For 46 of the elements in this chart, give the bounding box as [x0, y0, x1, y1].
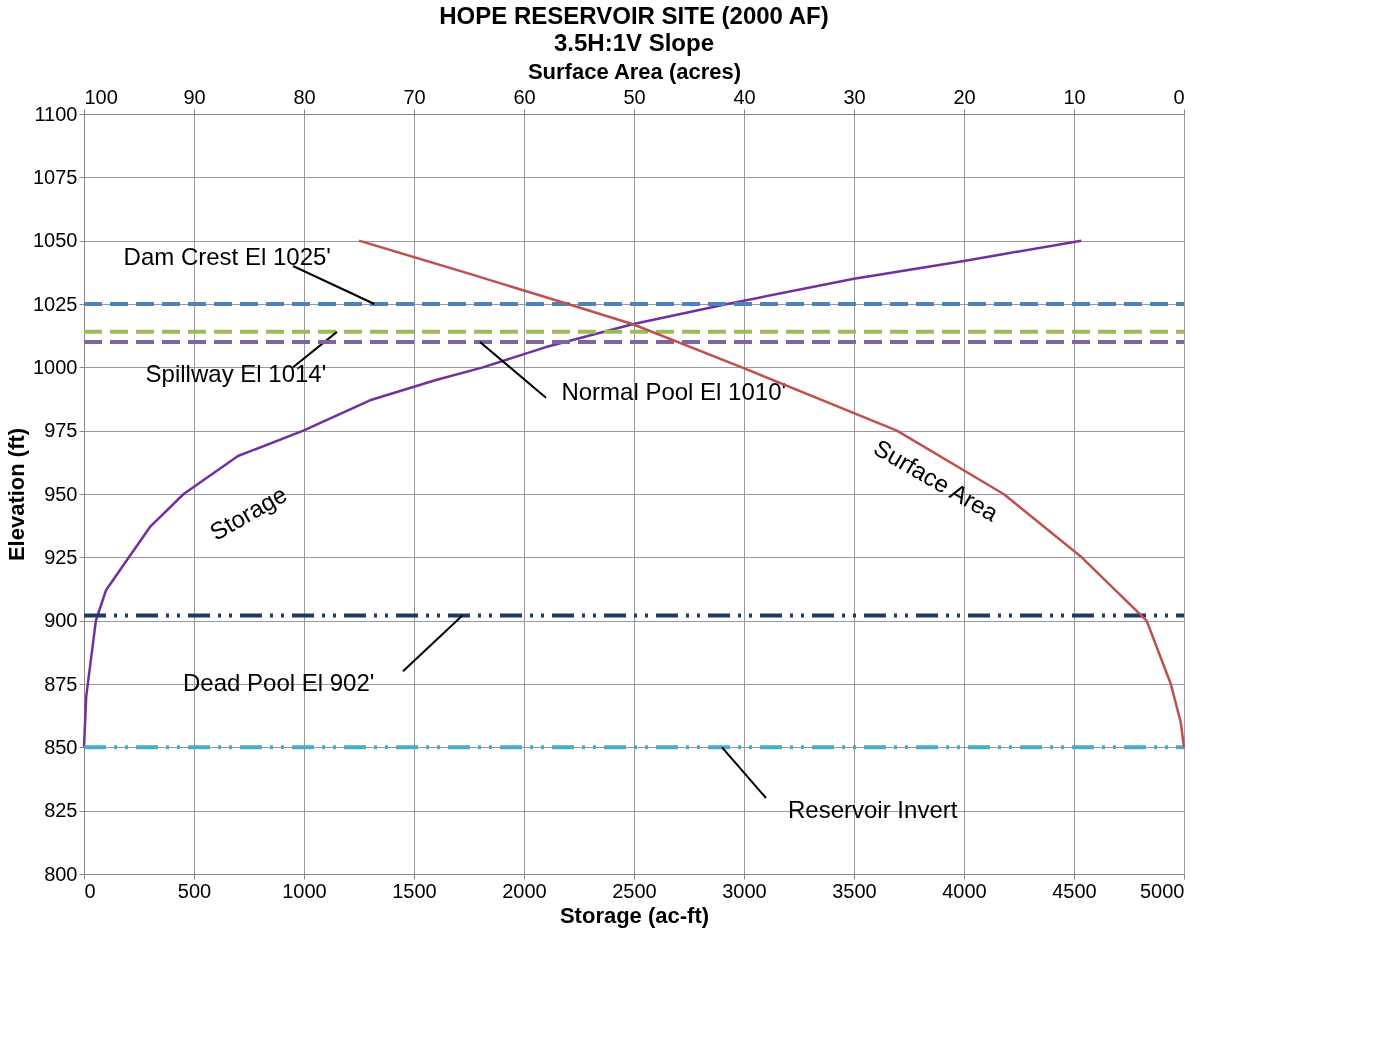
x-tick-label: 3000	[722, 879, 767, 902]
y-tick-label: 975	[44, 419, 78, 442]
x-tick-label: 3500	[832, 879, 877, 902]
chart-subtitle: 3.5H:1V Slope	[553, 29, 715, 56]
y-tick-label: 950	[44, 482, 78, 505]
y-tick-label: 1100	[34, 102, 78, 125]
x-tick-label: 2500	[612, 879, 657, 902]
x2-tick-label: 10	[1063, 85, 1086, 108]
ref-line-label: Dead Pool El 902'	[183, 669, 375, 696]
ref-line-label: Dam Crest El 1025'	[123, 243, 331, 271]
x-tick-label: 1000	[282, 879, 327, 902]
ref-line-label: Reservoir Invert	[788, 795, 958, 823]
x-axis-title: Storage (ac-ft)	[559, 902, 710, 928]
ref-line-label: Spillway El 1014'	[145, 359, 327, 387]
x-tick-label: 4000	[942, 879, 987, 902]
x-tick-label: 1500	[392, 879, 437, 902]
y-tick-label: 850	[44, 735, 78, 758]
x2-tick-label: 70	[403, 85, 426, 108]
x2-tick-label: 20	[953, 85, 976, 108]
x2-tick-label: 40	[733, 85, 756, 108]
x-tick-label: 5000	[1140, 879, 1185, 902]
y-tick-label: 1000	[33, 355, 78, 378]
x2-axis-title: Surface Area (acres)	[527, 58, 742, 84]
y-tick-label: 900	[44, 609, 78, 632]
y-axis-title: Elevation (ft)	[4, 427, 30, 562]
y-tick-label: 875	[44, 672, 78, 695]
y-tick-label: 925	[44, 545, 78, 568]
ref-line-label: Normal Pool El 1010'	[561, 377, 787, 405]
y-tick-label: 825	[44, 799, 78, 822]
x-tick-label: 2000	[502, 879, 547, 902]
x2-tick-label: 50	[623, 85, 646, 108]
x2-tick-label: 30	[843, 85, 866, 108]
y-tick-label: 800	[44, 862, 78, 885]
x2-tick-label: 90	[183, 85, 206, 108]
y-tick-label: 1050	[33, 229, 78, 252]
y-tick-label: 1075	[33, 165, 78, 188]
x-tick-label: 500	[177, 879, 212, 902]
x-tick-label: 4500	[1052, 879, 1097, 902]
y-tick-label: 1025	[33, 292, 78, 315]
chart-title: HOPE RESERVOIR SITE (2000 AF)	[439, 2, 829, 29]
x2-tick-label: 60	[513, 85, 536, 108]
x2-tick-label: 80	[293, 85, 316, 108]
x-tick-label: 0	[84, 879, 96, 902]
x2-tick-label: 0	[1173, 85, 1185, 108]
line-series	[82, 239, 1083, 749]
x2-tick-label: 100	[84, 85, 118, 108]
